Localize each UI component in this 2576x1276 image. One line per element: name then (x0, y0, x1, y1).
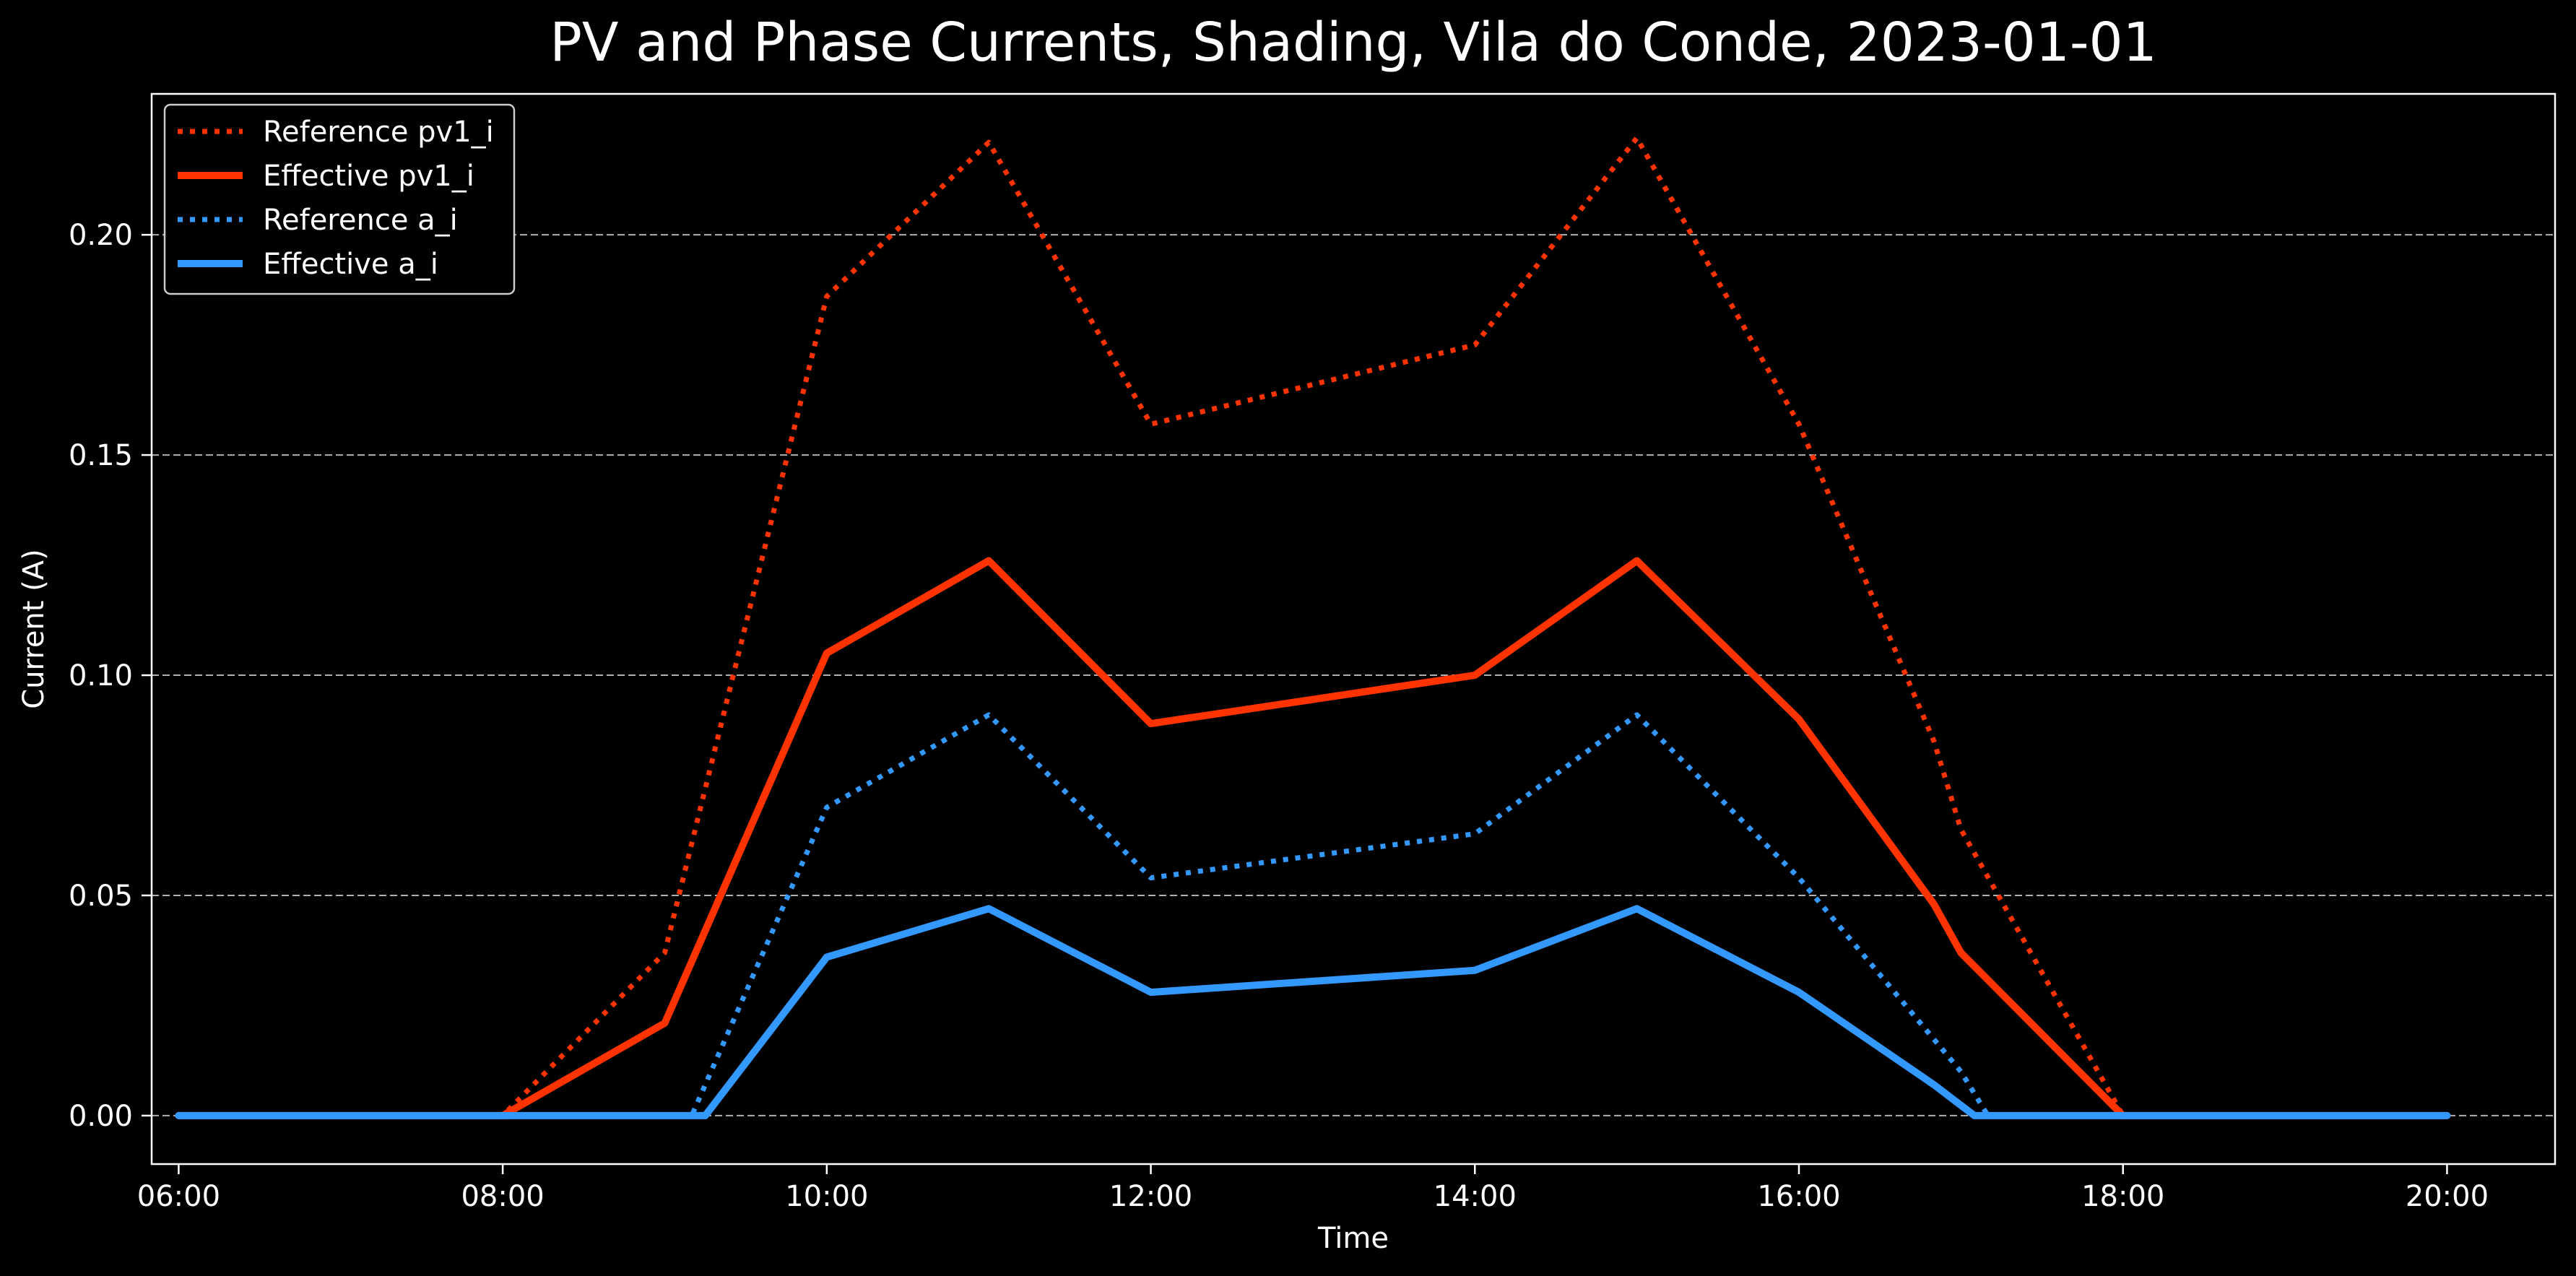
series-lines (175, 135, 2451, 1119)
series-line-reference-pv1-i (178, 135, 2447, 1119)
x-tick-label: 10:00 (785, 1180, 868, 1213)
y-tick-label: 0.10 (69, 659, 133, 693)
series-line-effective-pv1-i (175, 557, 2451, 1119)
legend-label: Effective a_i (263, 248, 438, 281)
x-axis-label: Time (1317, 1222, 1389, 1255)
x-tick-label: 16:00 (1757, 1180, 1840, 1213)
legend-label: Reference pv1_i (263, 116, 494, 149)
y-axis-label: Current (A) (17, 549, 51, 709)
plot-frame (150, 92, 2557, 1166)
legend-box (163, 103, 516, 295)
y-tick-label: 0.00 (69, 1100, 133, 1133)
chart-title: PV and Phase Currents, Shading, Vila do … (550, 12, 2156, 74)
series-line-reference-a-i (178, 712, 2447, 1119)
y-tick-label: 0.05 (69, 880, 133, 913)
legend-label: Reference a_i (263, 204, 458, 237)
y-tick-label: 0.15 (69, 439, 133, 472)
x-tick-label: 14:00 (1434, 1180, 1517, 1213)
x-tick-label: 08:00 (461, 1180, 544, 1213)
x-tick-label: 18:00 (2081, 1180, 2164, 1213)
y-axis-ticks: 0.00 0.05 0.10 0.15 0.20 (69, 219, 152, 1133)
series-line-effective-a-i (175, 905, 2451, 1119)
legend: Reference pv1_i Effective pv1_i Reference … (163, 103, 516, 295)
x-tick-label: 20:00 (2406, 1180, 2489, 1213)
y-tick-label: 0.20 (69, 219, 133, 252)
x-axis-ticks: 06:00 08:00 10:00 12:00 14:00 16:00 18:00 20:00 (137, 1164, 2489, 1213)
legend-label: Effective pv1_i (263, 160, 474, 193)
x-tick-label: 12:00 (1109, 1180, 1192, 1213)
x-tick-label: 06:00 (137, 1180, 220, 1213)
